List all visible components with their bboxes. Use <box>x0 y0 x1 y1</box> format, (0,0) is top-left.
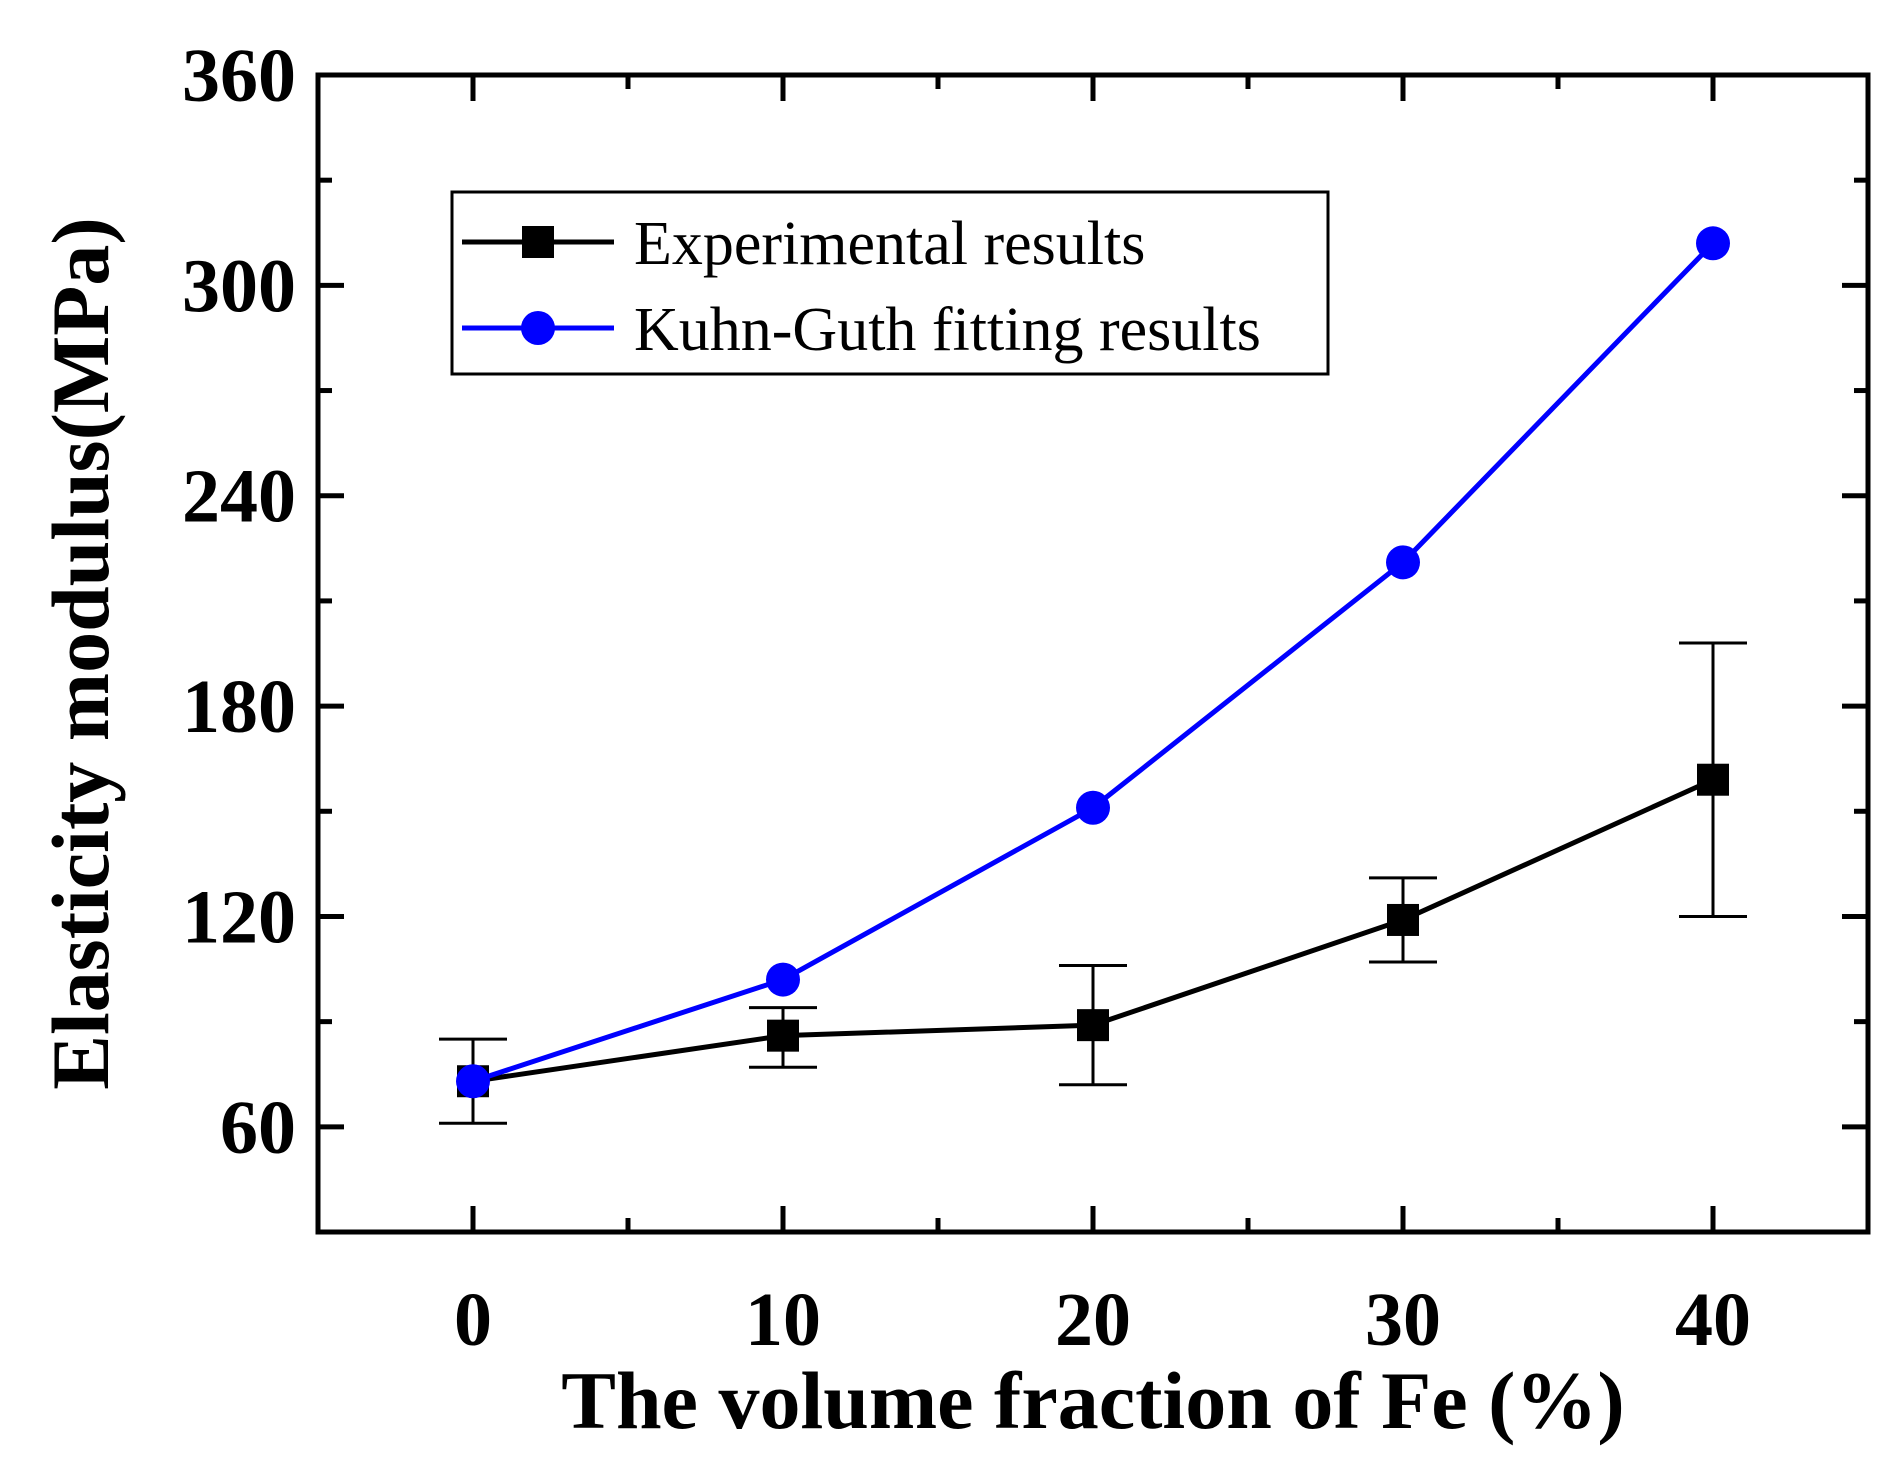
y-axis-title: Elasticity modulus(MPa) <box>35 217 126 1089</box>
x-axis-title: The volume fraction of Fe (%) <box>561 1355 1624 1446</box>
plot-area <box>439 226 1747 1125</box>
legend-box <box>450 190 1330 376</box>
x-tick-label: 30 <box>1365 1278 1441 1362</box>
x-tick-label: 40 <box>1675 1278 1751 1362</box>
kuhn-guth-point <box>766 962 800 997</box>
y-tick-label: 120 <box>182 875 296 959</box>
y-tick-label: 300 <box>182 244 296 328</box>
kuhn-guth-point <box>456 1064 490 1099</box>
experimental-point <box>1387 903 1419 936</box>
kuhn-guth-point <box>1696 226 1730 261</box>
x-tick-label: 0 <box>454 1278 492 1362</box>
legend-kuhn-guth-marker <box>521 311 555 345</box>
legend-experimental-label: Experimental results <box>634 210 1145 278</box>
y-tick-label: 240 <box>182 455 296 539</box>
y-tick-label: 60 <box>220 1086 296 1170</box>
legend-kuhn-guth-label: Kuhn-Guth fitting results <box>634 296 1261 364</box>
experimental-point <box>767 1019 799 1052</box>
kuhn-guth-point <box>1386 545 1420 580</box>
legend: Experimental results Kuhn-Guth fitting re… <box>450 190 1330 376</box>
x-tick-label: 20 <box>1055 1278 1131 1362</box>
x-tick-label: 10 <box>745 1278 821 1362</box>
experimental-point <box>1077 1009 1109 1042</box>
axes: 0 10 20 30 40 60 120 180 240 300 360 The volume fra… <box>35 34 1871 1446</box>
experimental-point <box>1697 763 1729 796</box>
legend-experimental-marker <box>522 226 554 258</box>
kuhn-guth-point <box>1076 790 1110 825</box>
y-tick-label: 180 <box>182 665 296 749</box>
y-tick-label: 360 <box>182 34 296 118</box>
